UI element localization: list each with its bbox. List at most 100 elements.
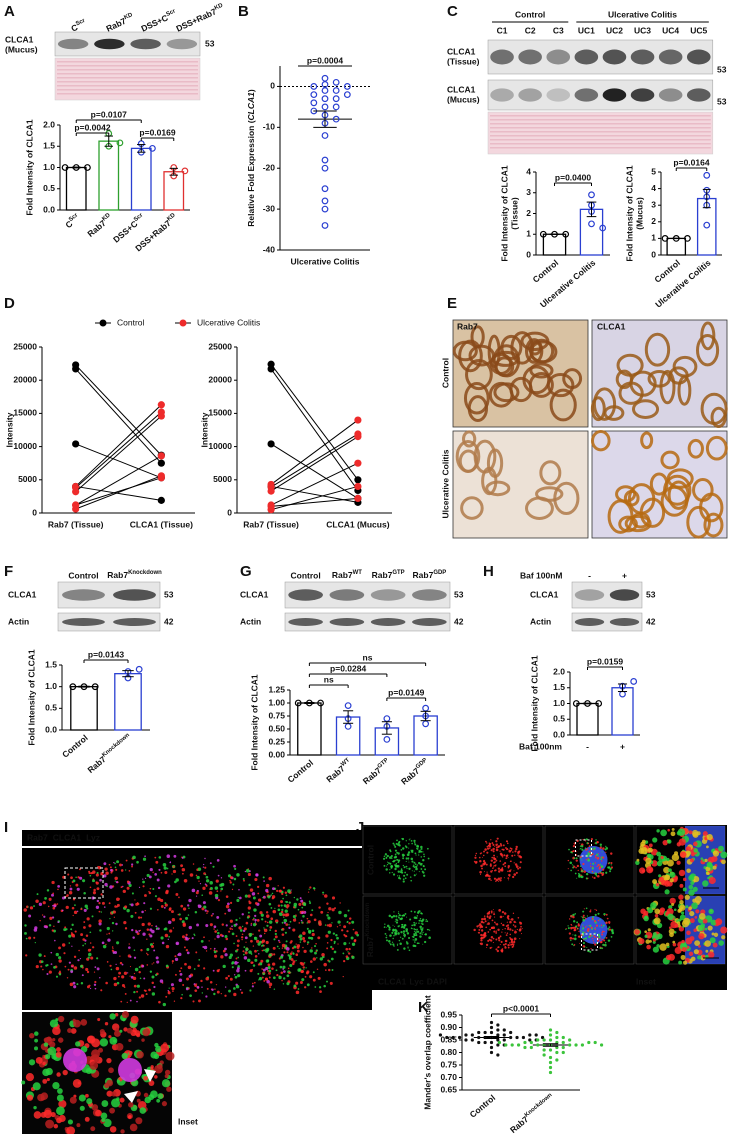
speckle xyxy=(47,905,50,908)
speckle xyxy=(317,936,321,940)
speckle xyxy=(136,984,140,988)
speckle xyxy=(396,948,399,951)
ponceau-streak xyxy=(490,143,711,145)
speckle xyxy=(109,1126,117,1133)
speckle xyxy=(400,931,403,934)
speckle xyxy=(496,949,500,953)
y-tick-label: 0.65 xyxy=(440,1084,457,1094)
point xyxy=(489,1050,494,1055)
speckle xyxy=(232,883,235,886)
point xyxy=(548,1070,553,1075)
pair-line xyxy=(270,436,359,492)
speckle xyxy=(292,960,296,964)
blot-band xyxy=(370,618,406,626)
speckle xyxy=(393,911,395,913)
speckle xyxy=(501,911,505,914)
speckle xyxy=(108,1035,112,1039)
speckle xyxy=(105,981,108,985)
speckle xyxy=(269,926,273,929)
speckle xyxy=(594,842,596,844)
speckle xyxy=(511,938,513,941)
speckle xyxy=(710,919,717,926)
speckle xyxy=(513,941,516,944)
speckle xyxy=(234,867,237,871)
speckle xyxy=(406,873,409,876)
speckle xyxy=(585,840,587,842)
speckle xyxy=(515,921,517,923)
speckle xyxy=(115,880,119,884)
speckle xyxy=(239,988,242,991)
lane-label-sup: Knockdown xyxy=(128,570,162,576)
speckle xyxy=(126,880,130,884)
speckle xyxy=(654,908,661,915)
speckle xyxy=(95,873,99,877)
speckle xyxy=(306,922,308,924)
speckle xyxy=(683,943,687,948)
ponceau-streak xyxy=(57,69,198,71)
speckle xyxy=(488,875,491,878)
speckle xyxy=(477,932,479,934)
speckle xyxy=(136,1033,141,1038)
speckle xyxy=(265,914,270,918)
speckle xyxy=(403,854,406,856)
speckle xyxy=(599,843,602,846)
y-axis-label: Fold Intensity of CLCA1 xyxy=(529,655,539,752)
speckle xyxy=(154,895,157,898)
point xyxy=(529,1040,533,1045)
speckle xyxy=(220,955,224,959)
speckle xyxy=(271,967,274,970)
speckle xyxy=(662,839,668,846)
speckle xyxy=(707,876,710,880)
row-label: CLCA1 xyxy=(240,589,269,599)
speckle xyxy=(578,873,581,876)
speckle xyxy=(481,856,483,858)
crypt xyxy=(590,396,606,422)
speckle xyxy=(591,870,594,873)
speckle xyxy=(582,918,584,920)
point xyxy=(703,171,711,179)
mw-label: 53 xyxy=(164,589,174,599)
speckle xyxy=(403,926,406,929)
speckle xyxy=(336,936,339,940)
panel-label: C xyxy=(447,3,458,20)
speckle xyxy=(398,914,401,917)
speckle xyxy=(330,945,333,949)
column-label: Rab7 xyxy=(457,321,478,331)
point xyxy=(464,1033,468,1037)
ponceau-streak xyxy=(57,85,198,87)
blot-band xyxy=(658,49,683,65)
speckle xyxy=(244,936,248,940)
point xyxy=(343,91,351,99)
speckle xyxy=(398,875,401,877)
speckle xyxy=(121,983,125,988)
y-tick-label: 0.25 xyxy=(268,736,285,746)
speckle xyxy=(111,946,114,948)
speckle xyxy=(416,930,420,933)
speckle xyxy=(497,877,501,880)
speckle xyxy=(399,936,402,938)
speckle xyxy=(158,1000,161,1004)
speckle xyxy=(302,937,306,940)
speckle xyxy=(39,919,41,922)
speckle xyxy=(106,1057,112,1064)
speckle xyxy=(132,976,137,981)
speckle xyxy=(608,926,611,929)
speckle xyxy=(402,878,405,881)
speckle xyxy=(601,931,603,934)
speckle xyxy=(582,924,584,926)
speckle xyxy=(581,931,585,934)
pair-line xyxy=(75,485,162,501)
speckle xyxy=(591,916,595,919)
speckle xyxy=(594,913,597,916)
speckle xyxy=(314,945,317,948)
speckle xyxy=(302,946,304,949)
speckle xyxy=(303,968,305,970)
speckle xyxy=(110,868,113,872)
speckle xyxy=(492,843,495,846)
speckle xyxy=(497,946,500,949)
speckle xyxy=(392,860,395,863)
speckle xyxy=(78,1094,86,1102)
speckle xyxy=(57,921,60,924)
point xyxy=(502,1033,506,1037)
speckle xyxy=(592,937,594,940)
